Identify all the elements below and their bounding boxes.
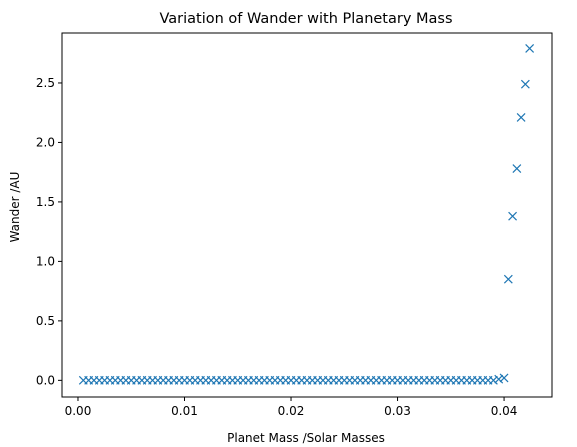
data-point (508, 211, 518, 221)
data-point (520, 79, 530, 89)
y-tick-label: 2.0 (36, 135, 55, 149)
plot-area (78, 44, 535, 385)
x-axis-label: Planet Mass /Solar Masses (227, 431, 385, 445)
x-tick-label: 0.01 (171, 404, 198, 418)
data-point (499, 373, 509, 383)
data-point (494, 374, 504, 384)
data-point (503, 274, 513, 284)
x-tick-label: 0.00 (65, 404, 92, 418)
y-tick-label: 0.0 (36, 373, 55, 387)
y-tick-label: 0.5 (36, 314, 55, 328)
data-point (516, 113, 526, 122)
y-axis-label: Wander /AU (8, 172, 22, 243)
x-tick-label: 0.04 (491, 404, 518, 418)
y-tick-label: 1.5 (36, 195, 55, 209)
y-tick-label: 2.5 (36, 76, 55, 90)
x-axis: 0.00 0.01 0.02 0.03 0.04 (65, 397, 518, 418)
plot-frame (61, 32, 553, 398)
y-axis: 0.0 0.5 1.0 1.5 2.0 2.5 (36, 76, 62, 387)
data-point (512, 164, 522, 174)
x-tick-label: 0.02 (278, 404, 305, 418)
y-tick-label: 1.0 (36, 254, 55, 268)
data-point (525, 44, 535, 53)
chart-title: Variation of Wander with Planetary Mass (159, 11, 452, 27)
x-tick-label: 0.03 (384, 404, 411, 418)
data-point (488, 375, 498, 385)
